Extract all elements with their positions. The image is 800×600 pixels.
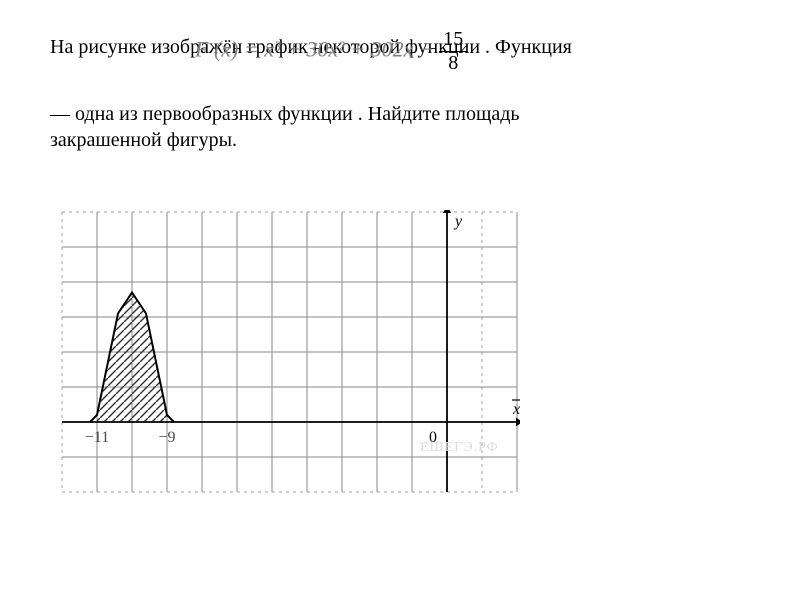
x-axis-label: x	[512, 401, 520, 418]
problem-text-line-2: — одна из первообразных функции . Найдит…	[50, 102, 520, 126]
x-tick-label: −9	[158, 429, 175, 446]
shaded-region	[97, 293, 167, 423]
x-tick-label: −11	[85, 429, 109, 446]
antiderivative-formula: F (x) = x³ + 30x² + 302x − 15 8	[195, 28, 467, 75]
watermark: ЕШЕГЭ.РФ	[420, 440, 499, 456]
formula-fraction: 15 8	[439, 28, 467, 75]
graph-svg: yx0−11−9	[60, 210, 520, 520]
fraction-denominator: 8	[439, 52, 467, 75]
fraction-numerator: 15	[439, 28, 467, 52]
function-graph: yx0−11−9	[60, 210, 520, 520]
problem-text-line-3: закрашенной фигуры.	[50, 128, 237, 152]
formula-body: F (x) = x³ + 30x² + 302x −	[195, 37, 434, 62]
y-axis-label: y	[453, 213, 463, 230]
